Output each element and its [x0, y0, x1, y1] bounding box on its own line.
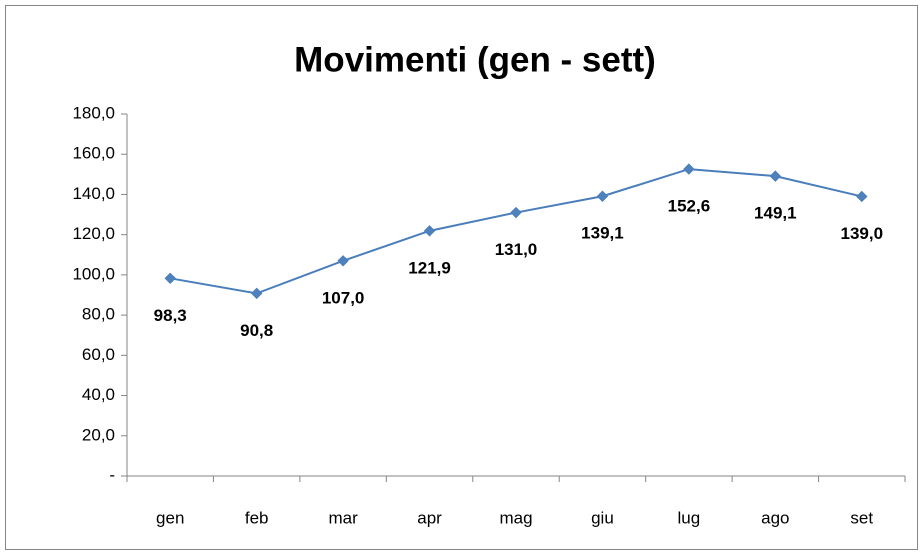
marker — [164, 272, 176, 285]
x-tick-label: mag — [499, 508, 532, 527]
data-label: 149,1 — [754, 204, 797, 223]
y-tick-label: - — [109, 465, 115, 484]
y-tick-label: 40,0 — [82, 385, 115, 404]
data-label: 139,0 — [841, 224, 884, 243]
chart-border — [5, 5, 918, 550]
y-tick-label: 120,0 — [72, 224, 115, 243]
marker — [769, 170, 782, 182]
data-label: 98,3 — [154, 306, 187, 325]
y-tick-label: 80,0 — [82, 305, 115, 324]
data-label: 152,6 — [668, 197, 711, 216]
x-tick-label: apr — [417, 508, 442, 527]
marker — [856, 190, 868, 203]
y-tick-label: 180,0 — [72, 103, 115, 122]
y-tick-label: 20,0 — [82, 425, 115, 444]
data-label: 107,0 — [322, 288, 365, 307]
marker — [596, 190, 609, 202]
x-tick-label: giu — [591, 508, 614, 527]
x-tick-label: feb — [245, 508, 269, 527]
marker — [510, 206, 522, 219]
data-label: 139,1 — [581, 224, 624, 243]
marker — [250, 287, 263, 300]
y-tick-label: 140,0 — [72, 184, 115, 203]
x-tick-label: mar — [328, 508, 358, 527]
x-tick-label: lug — [678, 508, 701, 527]
chart-title: Movimenti (gen - sett) — [294, 40, 656, 79]
marker — [337, 255, 349, 267]
y-tick-label: 60,0 — [82, 345, 115, 364]
y-tick-label: 160,0 — [72, 144, 115, 163]
data-label: 131,0 — [495, 240, 538, 259]
data-label: 90,8 — [240, 321, 273, 340]
x-tick-label: set — [850, 508, 873, 527]
x-tick-label: ago — [761, 508, 789, 527]
marker — [683, 163, 695, 175]
x-tick-label: gen — [156, 508, 184, 527]
marker — [423, 225, 436, 237]
y-tick-label: 100,0 — [72, 264, 115, 283]
data-label: 121,9 — [408, 258, 451, 277]
